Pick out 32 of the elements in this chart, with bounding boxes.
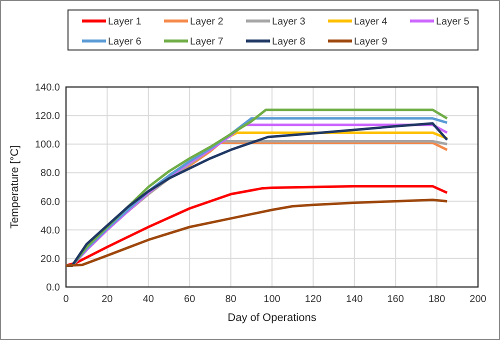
- legend-label: Layer 3: [272, 16, 306, 28]
- y-tick-label: 80.0: [40, 168, 60, 180]
- legend-label: Layer 6: [108, 36, 142, 48]
- legend-label: Layer 5: [436, 16, 470, 28]
- y-tick-label: 60.0: [40, 196, 60, 208]
- x-tick-label: 80: [225, 294, 237, 305]
- legend-label: Layer 4: [354, 16, 388, 28]
- x-tick-label: 0: [63, 294, 70, 305]
- y-tick-label: 120.0: [34, 111, 60, 122]
- y-tick-label: 100.0: [34, 140, 60, 151]
- x-tick-label: 20: [102, 294, 114, 305]
- legend-label: Layer 2: [190, 16, 224, 28]
- y-tick-label: 40.0: [40, 225, 60, 236]
- x-tick-label: 100: [264, 294, 281, 305]
- y-axis-title: Temperature [°C]: [9, 145, 21, 229]
- legend-label: Layer 8: [272, 36, 306, 48]
- x-tick-label: 160: [387, 294, 404, 305]
- line-series: [64, 185, 448, 267]
- x-tick-label: 140: [346, 294, 364, 305]
- x-tick-label: 60: [184, 294, 196, 305]
- y-tick-label: 20.0: [40, 254, 60, 265]
- legend-label: Layer 1: [108, 16, 142, 28]
- x-axis-title: Day of Operations: [228, 312, 317, 324]
- x-tick-label: 180: [428, 294, 446, 305]
- legend-label: Layer 9: [354, 36, 388, 48]
- line-series: [64, 198, 448, 267]
- y-tick-label: 140.0: [34, 82, 60, 94]
- x-tick-label: 40: [142, 294, 154, 305]
- legend-label: Layer 7: [190, 36, 224, 48]
- y-tick-label: 0.0: [46, 282, 60, 294]
- x-tick-label: 120: [304, 294, 322, 305]
- x-tick-label: 200: [470, 294, 487, 305]
